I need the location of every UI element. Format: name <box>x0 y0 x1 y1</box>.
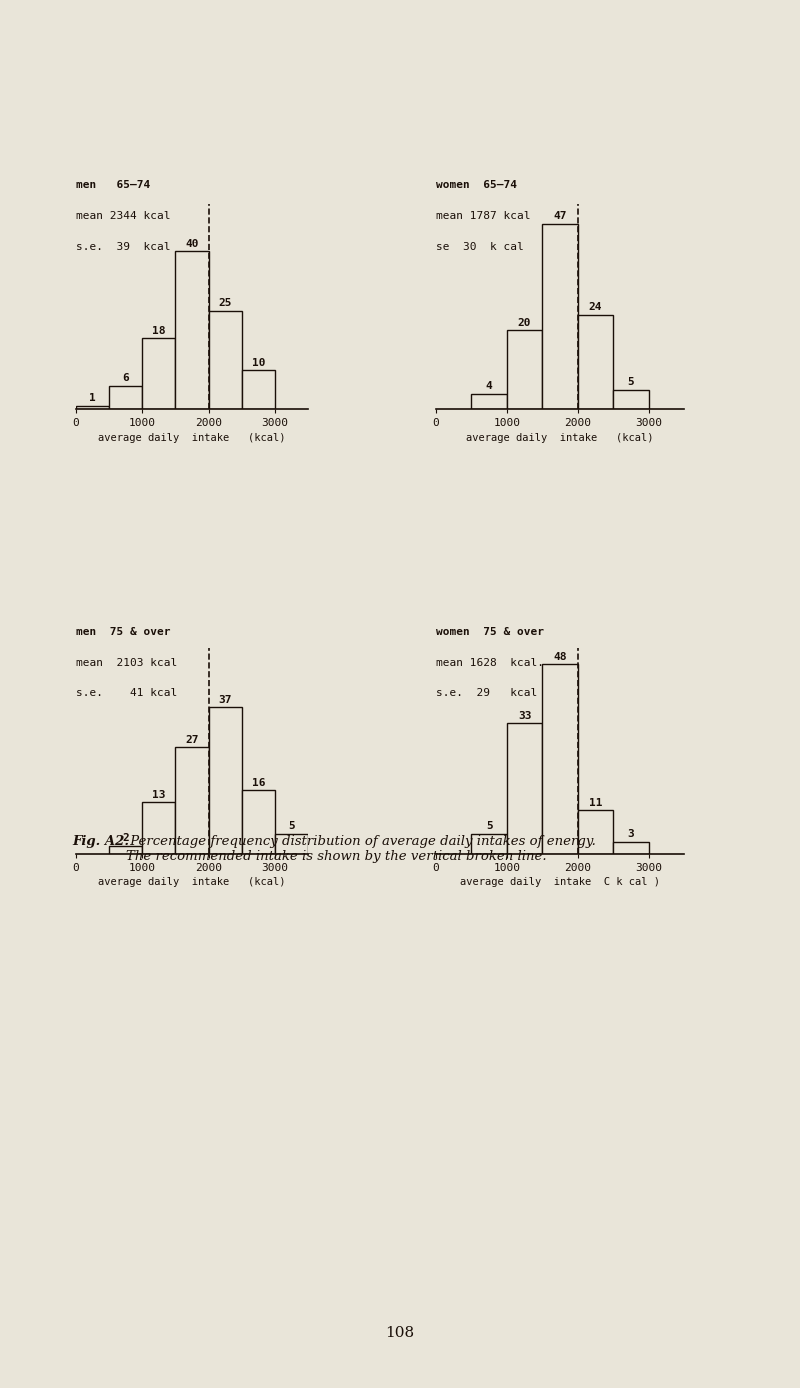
Text: 13: 13 <box>152 790 166 799</box>
Text: 5: 5 <box>486 822 493 831</box>
Bar <box>275 834 308 854</box>
Text: 11: 11 <box>589 798 602 808</box>
Text: 10: 10 <box>251 358 265 368</box>
Bar <box>578 315 613 409</box>
Text: 24: 24 <box>589 303 602 312</box>
Bar <box>175 251 209 409</box>
Text: mean  2103 kcal: mean 2103 kcal <box>76 658 178 668</box>
Text: mean 1787 kcal: mean 1787 kcal <box>436 211 530 221</box>
Text: 48: 48 <box>554 651 566 662</box>
Text: 5: 5 <box>288 822 295 831</box>
Bar <box>542 223 578 409</box>
Text: 3: 3 <box>627 830 634 840</box>
Bar <box>242 371 275 409</box>
X-axis label: average daily  intake   (kcal): average daily intake (kcal) <box>98 433 286 443</box>
Bar <box>209 708 242 854</box>
Text: 1: 1 <box>89 393 96 403</box>
Text: men  75 & over: men 75 & over <box>76 627 170 637</box>
Bar <box>471 834 507 854</box>
Bar <box>507 330 542 409</box>
Text: 5: 5 <box>627 378 634 387</box>
Text: 16: 16 <box>251 779 265 788</box>
Bar <box>542 663 578 854</box>
Text: women  65—74: women 65—74 <box>436 180 517 190</box>
Text: 27: 27 <box>186 734 198 744</box>
Text: se  30  k cal: se 30 k cal <box>436 242 524 251</box>
Bar <box>109 386 142 409</box>
Bar <box>242 790 275 854</box>
Text: 47: 47 <box>554 211 566 222</box>
Text: 6: 6 <box>122 373 129 383</box>
Text: s.e.  39  kcal: s.e. 39 kcal <box>76 242 170 251</box>
Text: 20: 20 <box>518 318 531 328</box>
Bar <box>209 311 242 409</box>
Text: 18: 18 <box>152 326 166 336</box>
Text: 108: 108 <box>386 1326 414 1339</box>
Text: 2: 2 <box>122 833 129 844</box>
Text: women  75 & over: women 75 & over <box>436 627 544 637</box>
Text: s.e.  29   kcal: s.e. 29 kcal <box>436 688 538 698</box>
Text: Percentage frequency distribution of average daily intakes of energy.
The recomm: Percentage frequency distribution of ave… <box>126 836 596 863</box>
Text: 33: 33 <box>518 711 531 720</box>
Bar <box>76 405 109 409</box>
Bar <box>109 845 142 854</box>
Bar <box>142 339 175 409</box>
Bar <box>471 394 507 409</box>
Text: 4: 4 <box>486 382 493 391</box>
Text: 40: 40 <box>186 239 198 248</box>
X-axis label: average daily  intake   (kcal): average daily intake (kcal) <box>466 433 654 443</box>
Bar <box>507 723 542 854</box>
Text: s.e.    41 kcal: s.e. 41 kcal <box>76 688 178 698</box>
Bar <box>613 841 649 854</box>
Bar <box>578 811 613 854</box>
Text: 25: 25 <box>218 298 232 308</box>
Bar <box>613 390 649 409</box>
Text: Fig. A2.: Fig. A2. <box>72 836 129 848</box>
X-axis label: average daily  intake   (kcal): average daily intake (kcal) <box>98 877 286 887</box>
Bar <box>175 747 209 854</box>
Text: mean 1628  kcal.: mean 1628 kcal. <box>436 658 544 668</box>
Bar <box>142 802 175 854</box>
Text: 37: 37 <box>218 695 232 705</box>
X-axis label: average daily  intake  C k cal ): average daily intake C k cal ) <box>460 877 660 887</box>
Text: mean 2344 kcal: mean 2344 kcal <box>76 211 170 221</box>
Text: men   65—74: men 65—74 <box>76 180 150 190</box>
